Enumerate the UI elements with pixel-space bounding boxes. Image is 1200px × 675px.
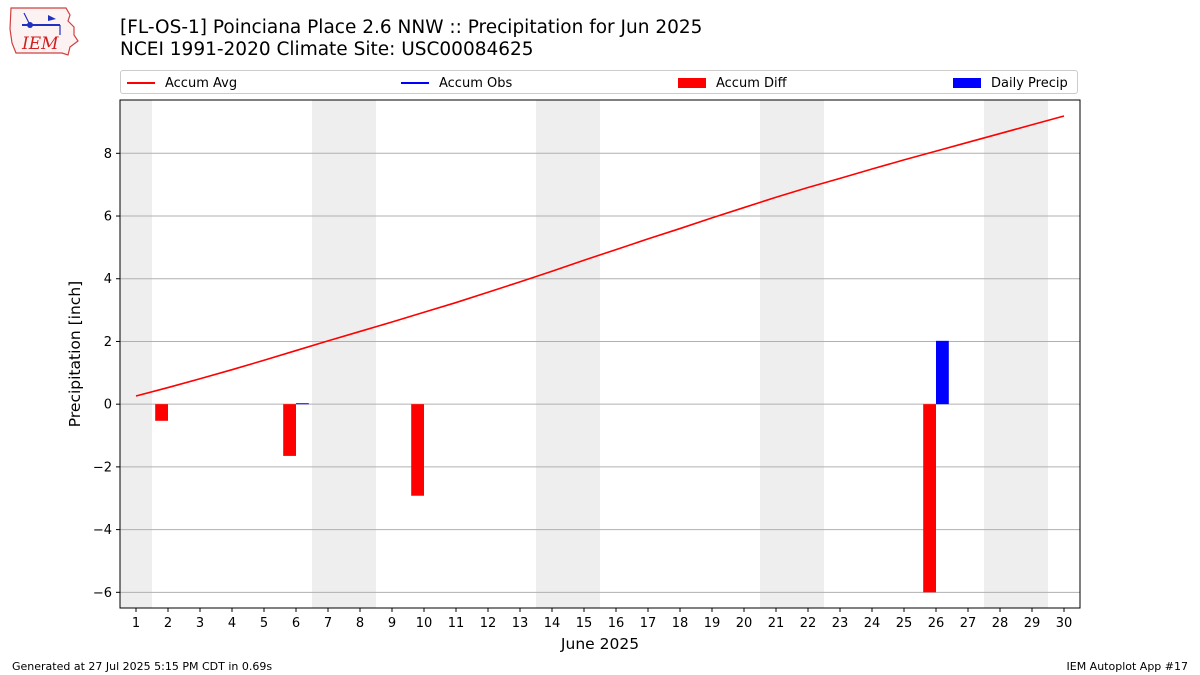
xtick-label: 9 xyxy=(388,616,396,631)
legend-label-accum-diff: Accum Diff xyxy=(716,75,787,91)
xtick-label: 21 xyxy=(768,616,785,631)
xtick-label: 23 xyxy=(832,616,849,631)
xtick-label: 15 xyxy=(576,616,593,631)
ytick-label: 0 xyxy=(104,398,112,413)
xtick-label: 26 xyxy=(928,616,945,631)
legend-item-accum-diff: Accum Diff xyxy=(678,74,787,92)
legend-label-accum-avg: Accum Avg xyxy=(165,75,238,91)
xtick-label: 10 xyxy=(416,616,433,631)
legend-item-daily-precip: Daily Precip xyxy=(953,74,1068,92)
ytick-label: 2 xyxy=(104,335,112,350)
logo-text: IEM xyxy=(21,34,59,54)
xtick-label: 12 xyxy=(480,616,497,631)
legend-swatch-accum-avg xyxy=(127,82,155,84)
xtick-label: 29 xyxy=(1024,616,1041,631)
ytick-label: 8 xyxy=(104,147,112,162)
ytick-label: 6 xyxy=(104,210,112,225)
xtick-label: 30 xyxy=(1056,616,1073,631)
xtick-label: 7 xyxy=(324,616,332,631)
xtick-label: 3 xyxy=(196,616,204,631)
accum-diff-bar-day-2 xyxy=(155,404,168,421)
xtick-label: 1 xyxy=(132,616,140,631)
ytick-label: 4 xyxy=(104,272,112,287)
xtick-label: 8 xyxy=(356,616,364,631)
ytick-label: −6 xyxy=(93,586,112,601)
xtick-label: 11 xyxy=(448,616,465,631)
xtick-label: 2 xyxy=(164,616,172,631)
legend-item-accum-avg: Accum Avg xyxy=(127,74,237,92)
xtick-label: 4 xyxy=(228,616,236,631)
weekend-shade-day-1 xyxy=(120,100,152,608)
weekend-shade-day-14 xyxy=(536,100,568,608)
legend-swatch-accum-diff xyxy=(678,78,706,88)
weekend-shade-day-29 xyxy=(1016,100,1048,608)
xtick-label: 14 xyxy=(544,616,561,631)
xtick-label: 16 xyxy=(608,616,625,631)
xtick-label: 13 xyxy=(512,616,529,631)
legend-label-daily-precip: Daily Precip xyxy=(991,75,1068,91)
weekend-shade-day-22 xyxy=(792,100,824,608)
legend-label-accum-obs: Accum Obs xyxy=(439,75,513,91)
daily-precip-bar-day-26 xyxy=(936,340,949,405)
xtick-label: 27 xyxy=(960,616,977,631)
ytick-label: −4 xyxy=(93,523,112,538)
xtick-label: 22 xyxy=(800,616,817,631)
weekend-shade-day-15 xyxy=(568,100,600,608)
y-axis-label: Precipitation [inch] xyxy=(66,281,84,427)
accum-diff-bar-day-6 xyxy=(283,404,296,456)
legend-swatch-accum-obs xyxy=(401,82,429,84)
plot-frame xyxy=(119,99,1081,609)
footer-generated-text: Generated at 27 Jul 2025 5:15 PM CDT in … xyxy=(12,660,273,673)
footer-app-label: IEM Autoplot App #17 xyxy=(1066,660,1189,673)
weekend-shade-day-21 xyxy=(760,100,792,608)
weekend-shade-day-28 xyxy=(984,100,1016,608)
accum-diff-bar-day-10 xyxy=(411,404,424,496)
xtick-label: 20 xyxy=(736,616,753,631)
xtick-label: 25 xyxy=(896,616,913,631)
iem-logo: IEM xyxy=(9,7,79,56)
xtick-label: 24 xyxy=(864,616,881,631)
ytick-label: −2 xyxy=(93,460,112,475)
xtick-label: 17 xyxy=(640,616,657,631)
accum-avg-line xyxy=(135,115,1065,397)
legend-item-accum-obs: Accum Obs xyxy=(401,74,512,92)
xtick-label: 6 xyxy=(292,616,300,631)
legend-swatch-daily-precip xyxy=(953,78,981,88)
weekend-shade-day-8 xyxy=(344,100,376,608)
accum-diff-bar-day-26 xyxy=(923,404,936,593)
chart-title: [FL-OS-1] Poinciana Place 2.6 NNW :: Pre… xyxy=(120,17,703,38)
legend: Accum Avg Accum Obs Accum Diff Daily Pre… xyxy=(120,70,1078,94)
x-axis-label: June 2025 xyxy=(560,635,639,653)
xtick-label: 19 xyxy=(704,616,721,631)
chart-subtitle: NCEI 1991-2020 Climate Site: USC00084625 xyxy=(120,39,534,60)
xtick-label: 18 xyxy=(672,616,689,631)
xtick-label: 5 xyxy=(260,616,268,631)
daily-precip-bar-day-6 xyxy=(296,403,309,405)
weekend-shade-day-7 xyxy=(312,100,344,608)
xtick-label: 28 xyxy=(992,616,1009,631)
